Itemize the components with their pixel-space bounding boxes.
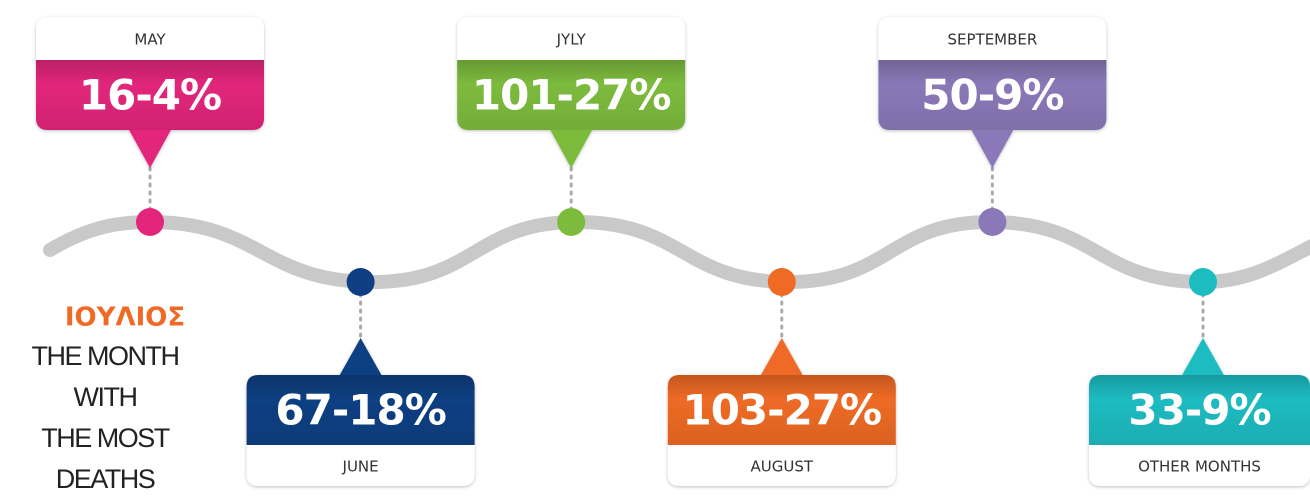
value-label: 33-9% xyxy=(1128,386,1270,435)
dot xyxy=(1189,268,1217,296)
headline-line: THE MONTH xyxy=(32,341,179,371)
card-shade xyxy=(878,60,1107,130)
value-label: 16-4% xyxy=(79,71,221,120)
value-label: 67-18% xyxy=(275,386,445,435)
dot xyxy=(978,208,1007,236)
value-label: 103-27% xyxy=(682,386,881,435)
card: 67-18% JUNE xyxy=(246,338,475,486)
timeline-item: SEPTEMBER 50-9% xyxy=(878,17,1107,236)
month-label: JUNE xyxy=(342,458,379,476)
card-shade xyxy=(246,375,475,445)
card-shade xyxy=(457,60,686,130)
card-shade xyxy=(667,375,896,445)
month-label: MAY xyxy=(134,31,166,49)
timeline-item: JYLY 101-27% xyxy=(457,17,686,236)
card: 33-9% OTHER MONTHS xyxy=(1089,338,1310,486)
pointer xyxy=(128,128,172,168)
timeline-item: 103-27% AUGUST xyxy=(667,268,896,486)
timeline-item: MAY 16-4% xyxy=(36,17,264,236)
month-label: AUGUST xyxy=(751,458,814,476)
timeline-item: 67-18% JUNE xyxy=(246,268,475,486)
items: MAY 16-4% 67-18% JUNE JYLY 101-27% 103-27% AUGU… xyxy=(36,17,1310,486)
dot xyxy=(557,208,586,236)
month-label: SEPTEMBER xyxy=(947,31,1037,49)
pointer xyxy=(338,338,383,377)
timeline-item: 33-9% OTHER MONTHS xyxy=(1089,268,1310,486)
card-shade xyxy=(36,60,264,130)
value-label: 50-9% xyxy=(921,71,1063,120)
timeline-wave xyxy=(43,214,1310,290)
pointer xyxy=(970,128,1015,168)
headline-line: THE MOST xyxy=(41,423,170,453)
headline-line: DEATHS xyxy=(56,464,155,494)
card: 103-27% AUGUST xyxy=(667,338,896,486)
value-label: 101-27% xyxy=(472,71,671,120)
pointer xyxy=(1181,338,1225,377)
dot xyxy=(346,268,375,296)
card: MAY 16-4% xyxy=(36,17,264,168)
dot xyxy=(136,208,164,236)
pointer xyxy=(759,338,804,377)
headline-title: ΙΟΥΛΙΟΣ xyxy=(65,303,185,333)
card: JYLY 101-27% xyxy=(457,17,686,168)
card: SEPTEMBER 50-9% xyxy=(878,17,1107,168)
headline-line: WITH xyxy=(74,382,137,412)
month-label: JYLY xyxy=(556,31,587,49)
month-label: OTHER MONTHS xyxy=(1138,458,1261,476)
pointer xyxy=(549,128,594,168)
dot xyxy=(767,268,796,296)
card-shade xyxy=(1089,375,1310,445)
